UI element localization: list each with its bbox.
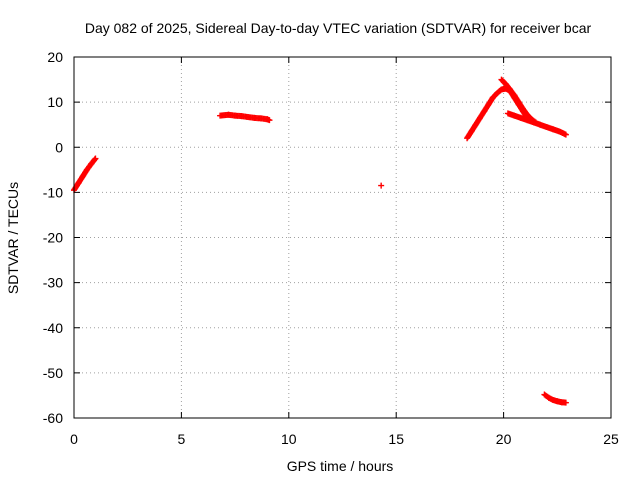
data-point [562,131,569,138]
y-tick-label: -10 [43,184,63,200]
x-axis-label: GPS time / hours [287,458,394,474]
y-tick-labels: -60 -50 -40 -30 -20 -10 0 10 20 [43,49,63,426]
x-tick-label: 20 [496,431,512,447]
y-tick-label: 0 [55,139,63,155]
data-point [91,156,98,163]
y-axis-label: SDTVAR / TECUs [5,182,21,294]
data-point [92,155,99,162]
x-tick-label: 15 [388,431,404,447]
x-tick-label: 10 [281,431,297,447]
x-tick-label: 0 [70,431,78,447]
y-tick-label: -60 [43,410,63,426]
grid [74,57,611,418]
x-tick-label: 5 [178,431,186,447]
data-point [562,399,569,406]
data-point [266,117,273,124]
y-tick-label: -50 [43,365,63,381]
y-tick-label: -40 [43,320,63,336]
data-points [71,76,569,406]
chart-title: Day 082 of 2025, Sidereal Day-to-day VTE… [85,20,592,36]
y-tick-label: -30 [43,275,63,291]
axis-ticks [73,56,612,419]
x-tick-labels: 0 5 10 15 20 25 [70,431,619,447]
data-point [378,182,385,189]
y-tick-label: 20 [47,49,63,65]
x-tick-label: 25 [603,431,619,447]
y-tick-label: 10 [47,94,63,110]
y-tick-label: -20 [43,230,63,246]
